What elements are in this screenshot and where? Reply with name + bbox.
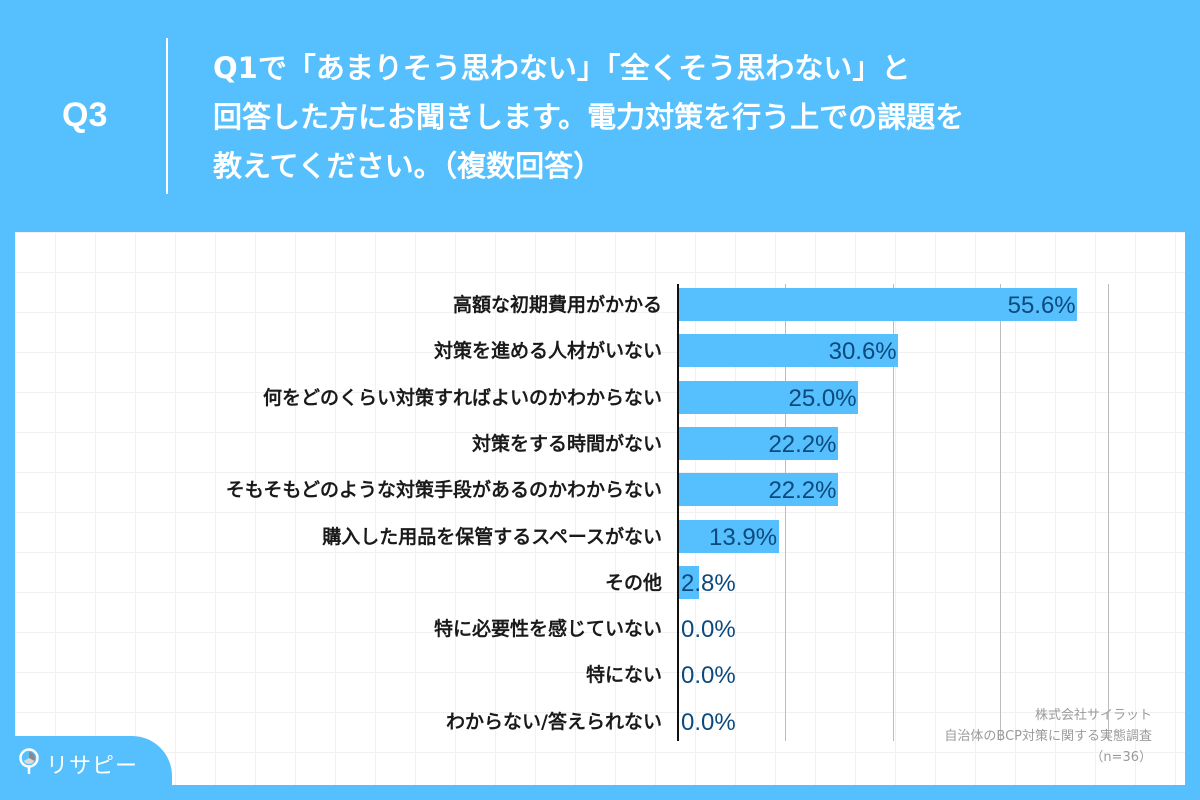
category-label: 対策を進める人材がいない	[433, 340, 662, 363]
bar-row: その他 2.8%	[15, 565, 1185, 600]
bar	[679, 334, 899, 368]
bar-row: わからない/答えられない 0.0%	[15, 705, 1185, 739]
bar-row: 購入した用品を保管するスペースがない 13.9%	[15, 519, 1185, 554]
question-header: Q3 Q1で「あまりそう思わない」「全くそう思わない」と 回答した方にお聞きしま…	[0, 0, 1200, 232]
gridline-60	[1107, 284, 1109, 741]
value-label: 22.2%	[768, 430, 837, 458]
gridline-15	[785, 284, 787, 741]
bar-row: 高額な初期費用がかかる 55.6%	[15, 288, 1185, 322]
bar-row: 対策をする時間がない 22.2%	[15, 426, 1185, 461]
value-label: 30.6%	[828, 338, 897, 366]
category-label: 高額な初期費用がかかる	[452, 294, 662, 316]
y-axis-line	[677, 284, 679, 741]
bar-row: 何をどのくらい対策すればよいのかわからない 25.0%	[15, 380, 1185, 415]
category-label: そもそもどのような対策手段があるのかわからない	[225, 479, 662, 502]
bar	[679, 288, 1078, 321]
bar	[679, 519, 779, 553]
value-label: 13.9%	[709, 523, 778, 551]
source-sample: （n=36）	[1090, 750, 1152, 765]
bottom-strip	[0, 785, 1200, 800]
source-company: 株式会社サイラット	[1034, 708, 1152, 723]
bar	[679, 473, 838, 507]
value-label: 55.6%	[1007, 292, 1076, 319]
category-label: 購入した用品を保管するスペースがない	[322, 525, 662, 548]
bar	[679, 426, 838, 460]
question-text: Q1で「あまりそう思わない」「全くそう思わない」と 回答した方にお聞きします。電…	[213, 44, 1173, 191]
source-note: 株式会社サイラット 自治体のBCP対策に関する実態調査 （n=36）	[944, 705, 1152, 768]
category-label: わからない/答えられない	[446, 710, 662, 733]
logo-text: リサピー	[46, 754, 139, 779]
bar	[679, 565, 700, 599]
category-label: 特にない	[585, 664, 662, 687]
bar-row: 特に必要性を感じていない 0.0%	[15, 612, 1185, 646]
value-label: 0.0%	[681, 616, 736, 644]
gridline-45	[1000, 284, 1002, 741]
value-label: 2.8%	[681, 569, 736, 597]
logo: リサピー	[18, 748, 138, 780]
value-label: 22.2%	[768, 477, 837, 505]
question-line-1: Q1で「あまりそう思わない」「全くそう思わない」と	[213, 51, 911, 85]
bar-chart: 高額な初期費用がかかる 55.6% 対策を進める人材がいない 30.6% 何をどのくらい…	[15, 232, 1185, 785]
source-survey: 自治体のBCP対策に関する実態調査	[944, 729, 1152, 744]
value-label: 0.0%	[681, 708, 736, 736]
category-label: 特に必要性を感じていない	[433, 618, 662, 641]
bar-row: 対策を進める人材がいない 30.6%	[15, 334, 1185, 368]
chart-panel: 高額な初期費用がかかる 55.6% 対策を進める人材がいない 30.6% 何をどのくらい…	[15, 232, 1185, 785]
bar-row: そもそもどのような対策手段があるのかわからない 22.2%	[15, 473, 1185, 507]
value-label: 0.0%	[681, 662, 736, 690]
question-line-3: 教えてください。（複数回答）	[213, 149, 603, 183]
value-label: 25.0%	[788, 384, 857, 412]
gridline-30	[892, 284, 894, 741]
header-divider	[166, 38, 168, 194]
category-label: 対策をする時間がない	[471, 432, 662, 455]
category-label: その他	[604, 571, 662, 594]
bar	[679, 380, 858, 414]
bar-row: 特にない 0.0%	[15, 658, 1185, 692]
question-line-2: 回答した方にお聞きします。電力対策を行う上での課題を	[213, 100, 965, 134]
category-label: 何をどのくらい対策すればよいのかわからない	[262, 386, 662, 409]
question-number: Q3	[62, 96, 108, 134]
pin-pie-icon	[18, 748, 40, 780]
